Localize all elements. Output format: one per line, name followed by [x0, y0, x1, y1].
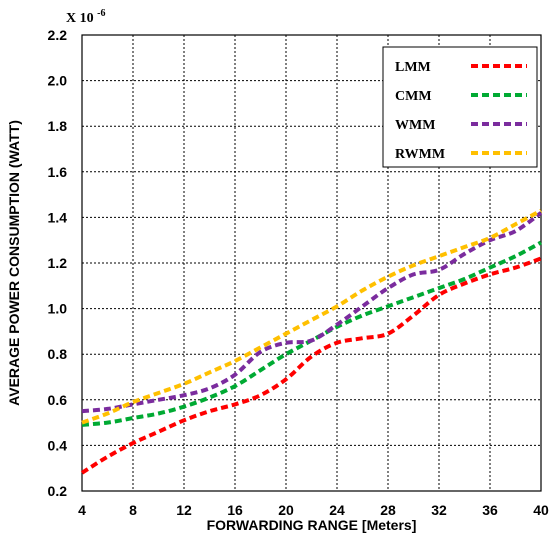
- series-line-cmm: [81, 240, 542, 427]
- series-line-wmm: [81, 211, 543, 414]
- y-tick-label: 1.6: [48, 164, 68, 180]
- x-tick-label: 24: [329, 502, 345, 518]
- x-tick-label: 40: [533, 502, 549, 518]
- series-lines: [80, 208, 543, 475]
- y-tick-label: 1.8: [48, 118, 68, 134]
- x-axis-label: FORWARDING RANGE [Meters]: [207, 517, 417, 533]
- x-tick-label: 16: [227, 502, 243, 518]
- y-tick-labels: 0.2 0.4 0.6 0.8 1.0 1.2 1.4 1.6 1.8 2.0 2.2: [48, 27, 68, 499]
- multiplier-exponent: -6: [97, 8, 105, 19]
- y-tick-label: 1.2: [48, 255, 68, 271]
- x-tick-label: 36: [482, 502, 498, 518]
- x-tick-label: 20: [278, 502, 294, 518]
- plot-frame: [81, 34, 542, 492]
- y-tick-label: 1.0: [48, 301, 68, 317]
- multiplier-base: X 10: [66, 11, 94, 26]
- y-tick-label: 2.2: [48, 27, 68, 43]
- y-axis-multiplier: X 10 -6: [66, 8, 105, 26]
- x-tick-label: 28: [380, 502, 396, 518]
- y-tick-label: 1.4: [48, 209, 68, 225]
- legend-label-lmm: LMM: [395, 60, 431, 75]
- legend-box: [382, 46, 538, 168]
- x-tick-labels: 4 8 12 16 20 24 28 32 36 40: [78, 502, 549, 518]
- y-tick-label: 0.4: [48, 437, 68, 453]
- x-tick-label: 4: [78, 502, 86, 518]
- legend-label-cmm: CMM: [395, 89, 432, 104]
- y-tick-label: 0.8: [48, 346, 68, 362]
- x-tick-label: 32: [431, 502, 447, 518]
- y-tick-label: 0.2: [48, 483, 68, 499]
- legend: LMM CMM WMM RWMM: [382, 46, 538, 168]
- legend-label-rwmm: RWMM: [395, 147, 445, 162]
- x-tick-label: 12: [176, 502, 192, 518]
- legend-label-wmm: WMM: [395, 118, 435, 133]
- series-line-lmm: [80, 256, 542, 475]
- y-tick-label: 0.6: [48, 392, 68, 408]
- y-axis-label: AVERAGE POWER CONSUMPTION (WATT): [6, 120, 22, 406]
- series-line-rwmm: [81, 208, 542, 425]
- x-tick-label: 8: [129, 502, 137, 518]
- y-tick-label: 2.0: [48, 73, 68, 89]
